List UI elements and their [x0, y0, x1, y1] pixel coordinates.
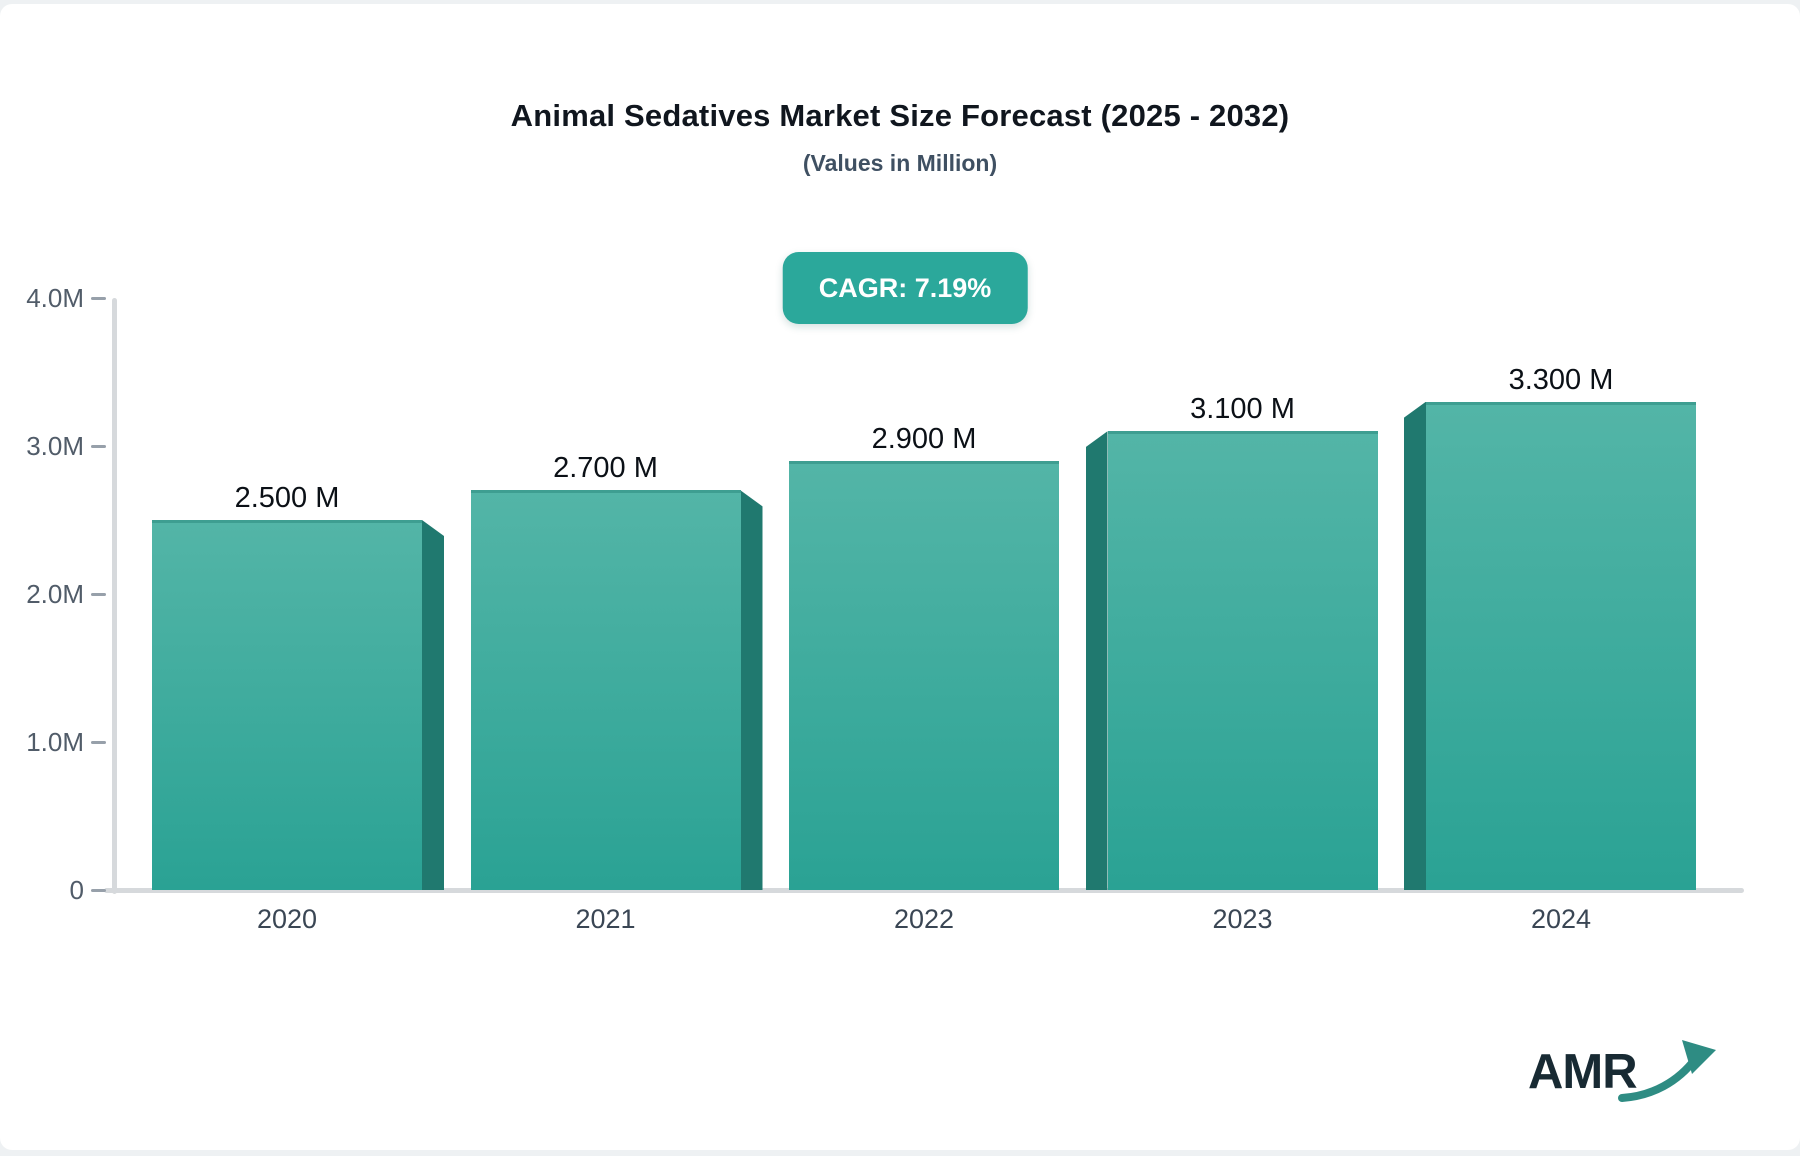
bar-3d-side	[740, 490, 763, 890]
y-tick-label: 2.0M	[26, 579, 84, 609]
y-axis-line	[112, 298, 117, 894]
y-tick-label: 3.0M	[26, 431, 84, 461]
x-tick-label: 2022	[893, 904, 955, 934]
bar-value-label: 3.300 M	[1508, 363, 1614, 396]
bar-value-label: 2.700 M	[553, 452, 658, 485]
bar-value-label: 3.100 M	[1190, 393, 1295, 426]
bar-chart: 0 1.0M 2.0M 3.0M 4.0M 2.500 M 2020 2.700 M 2021…	[0, 4, 1800, 1150]
x-tick-label: 2021	[575, 904, 636, 934]
y-tick-label: 1.0M	[26, 727, 84, 757]
y-tick-dash	[91, 741, 106, 744]
chart-title: Animal Sedatives Market Size Forecast (2…	[510, 98, 1290, 133]
bar	[789, 460, 1059, 890]
bar-3d-side	[1085, 431, 1108, 890]
chart-card: Animal Sedatives Market Size Forecast (2…	[0, 4, 1800, 1150]
amr-logo: AMR	[1528, 1034, 1723, 1112]
y-tick-dash	[91, 445, 106, 448]
y-tick-dash	[91, 297, 106, 300]
x-axis-line	[104, 888, 1744, 893]
y-tick-dash	[91, 593, 106, 596]
bar	[1107, 431, 1378, 890]
y-tick-label: 4.0M	[26, 283, 84, 313]
bar	[1426, 401, 1696, 890]
bar-value-label: 2.500 M	[234, 482, 340, 514]
x-tick-label: 2024	[1530, 904, 1592, 934]
y-tick-dash	[91, 889, 106, 892]
amr-logo-text: AMR	[1528, 1045, 1638, 1099]
bar-value-label: 2.900 M	[871, 422, 977, 455]
x-tick-label: 2023	[1212, 904, 1273, 934]
bar	[152, 520, 422, 890]
y-tick-label: 0	[69, 875, 84, 905]
x-tick-label: 2020	[256, 904, 318, 934]
cagr-badge: CAGR: 7.19%	[782, 252, 1028, 324]
bar-3d-side	[1404, 401, 1426, 890]
growth-arrow-icon	[1618, 1040, 1716, 1102]
bar	[470, 490, 741, 890]
chart-subtitle: (Values in Million)	[802, 150, 998, 176]
bar-3d-side	[422, 520, 444, 890]
